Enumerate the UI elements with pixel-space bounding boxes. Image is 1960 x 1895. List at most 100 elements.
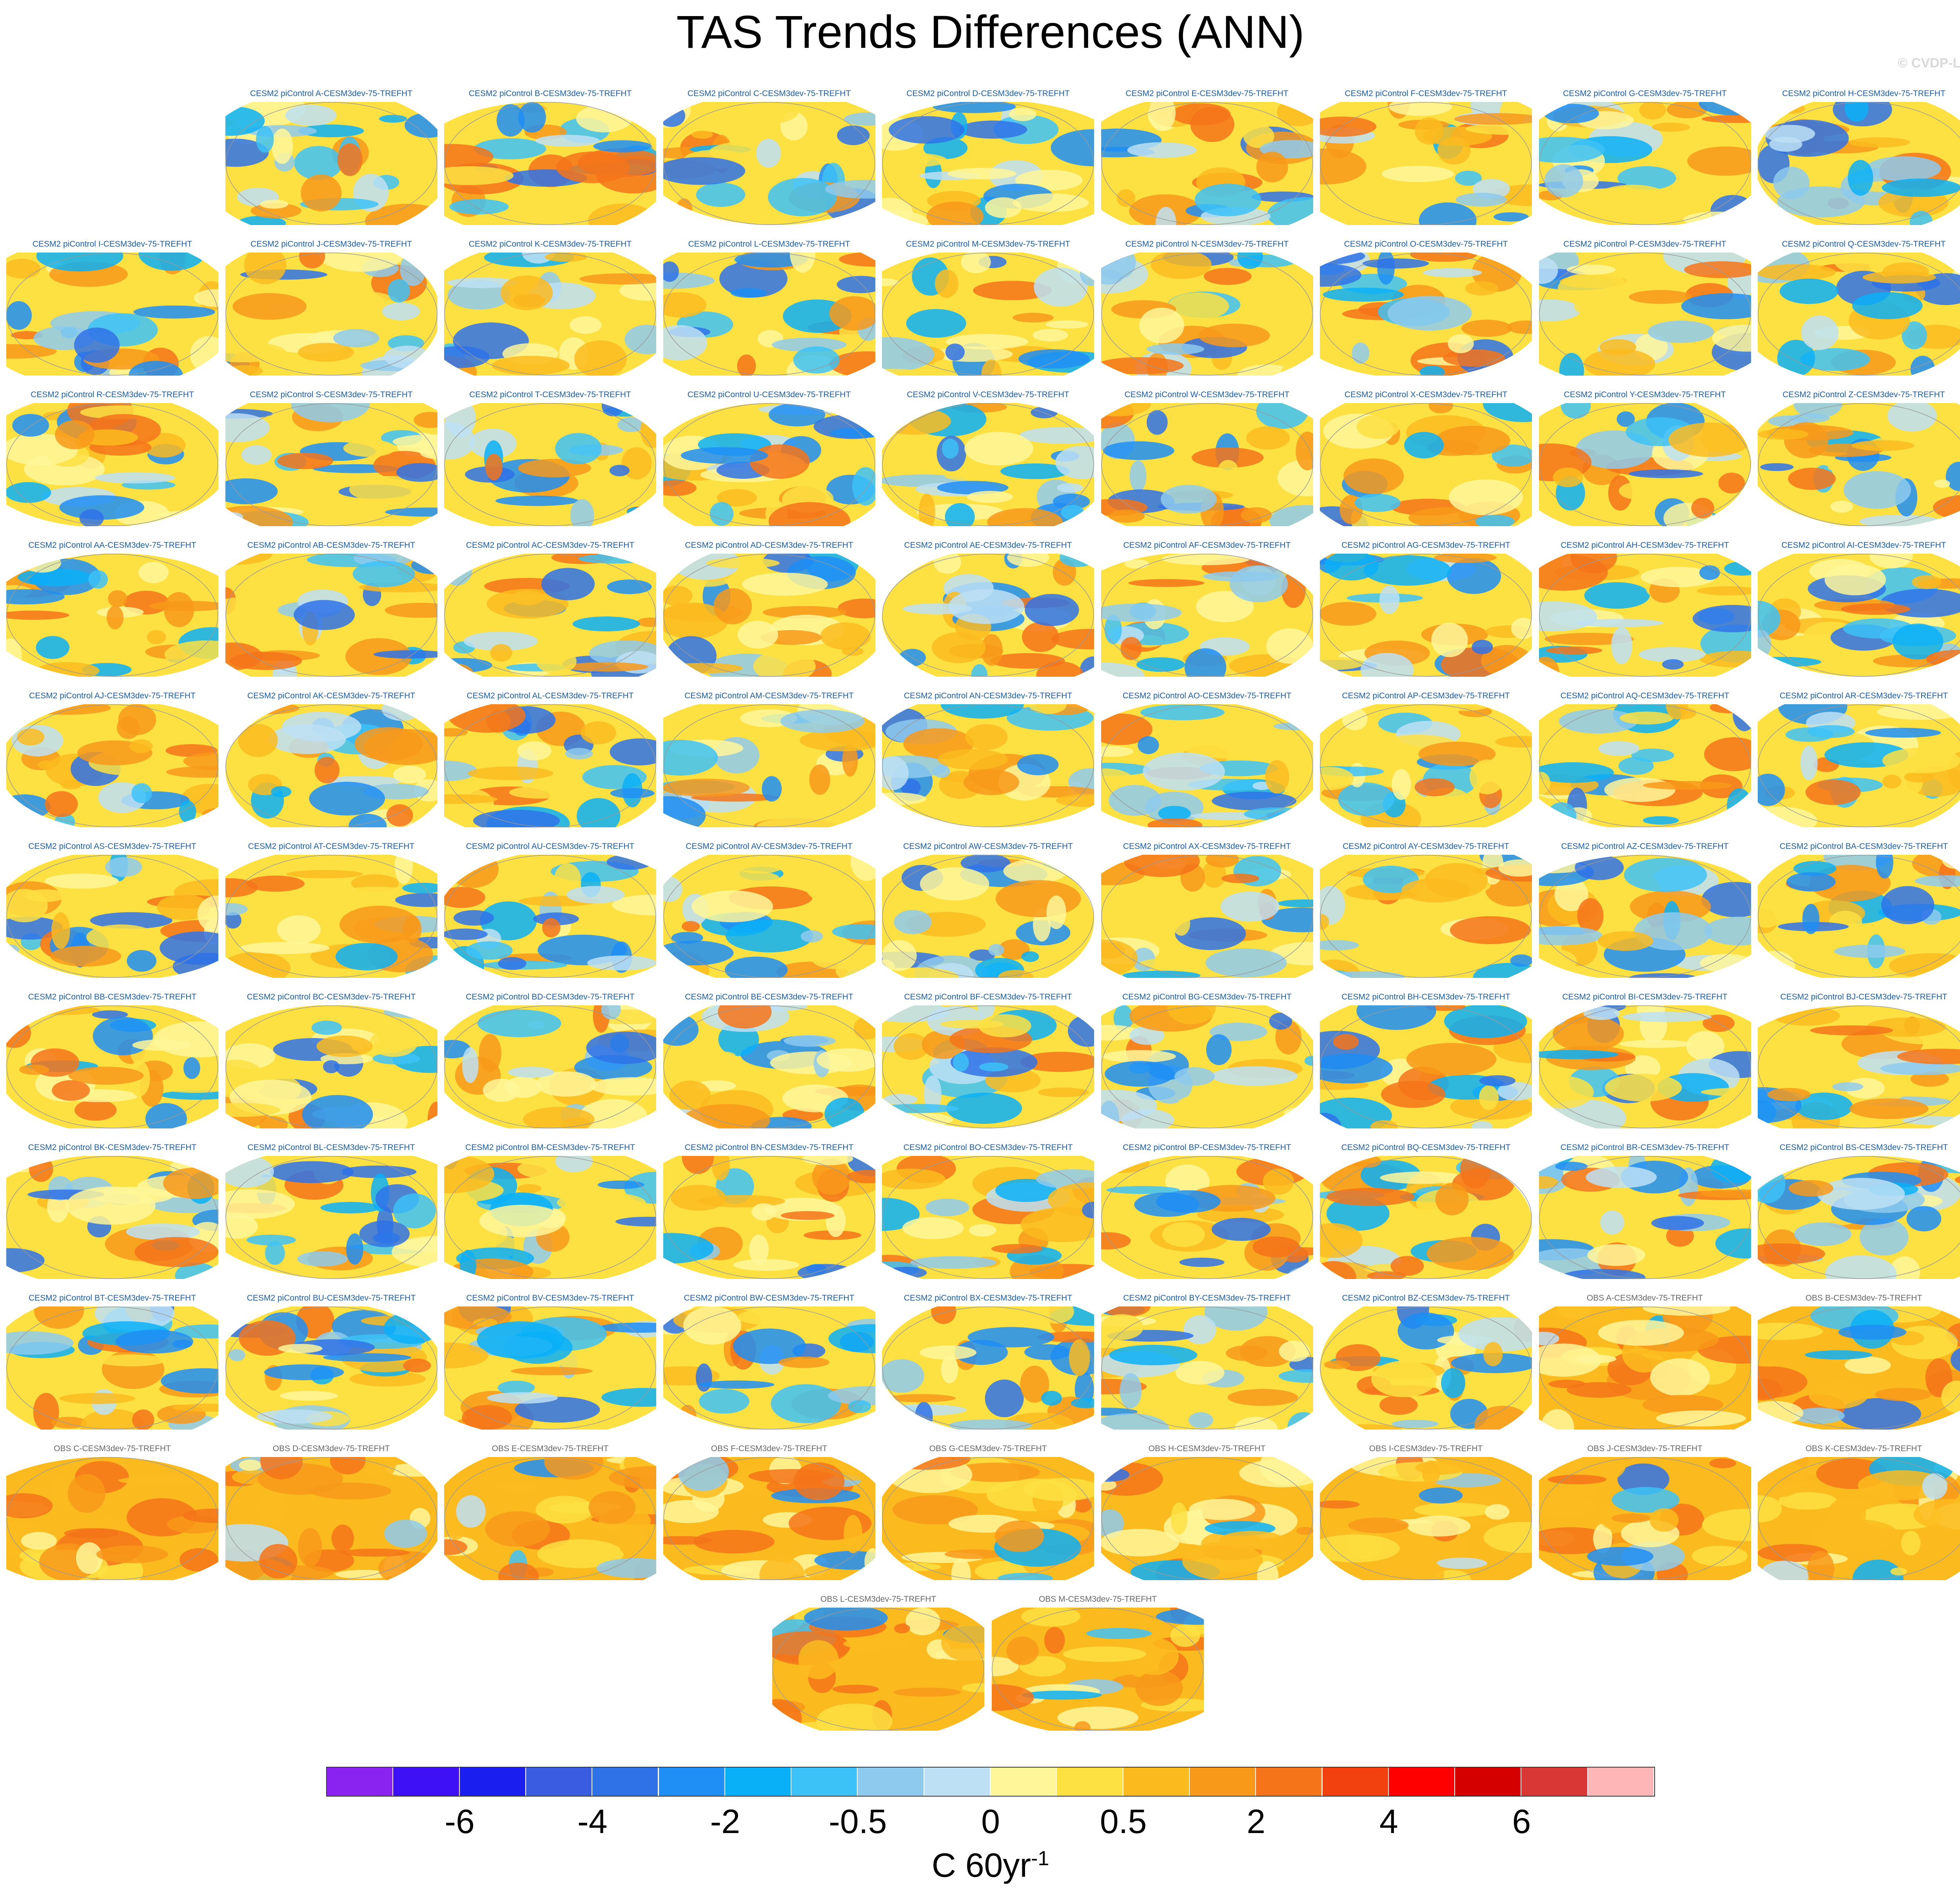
map-panel-title: CESM2 piControl BI-CESM3dev-75-TREFHT — [1562, 992, 1728, 1001]
map-panel-title: OBS E-CESM3dev-75-TREFHT — [492, 1444, 609, 1453]
map-panel-title: CESM2 piControl AR-CESM3dev-75-TREFHT — [1779, 691, 1948, 700]
map-panel-title: CESM2 piControl BD-CESM3dev-75-TREFHT — [466, 992, 635, 1001]
map-panel: CESM2 piControl BW-CESM3dev-75-TREFHT — [662, 1293, 876, 1430]
global-map — [1758, 1457, 1960, 1580]
map-panel-title: CESM2 piControl BS-CESM3dev-75-TREFHT — [1779, 1143, 1948, 1152]
global-map — [6, 1156, 218, 1279]
map-panel-title: CESM2 piControl BB-CESM3dev-75-TREFHT — [28, 992, 197, 1001]
map-panel: CESM2 piControl Z-CESM3dev-75-TREFHT — [1757, 390, 1960, 527]
map-panel: CESM2 piControl Y-CESM3dev-75-TREFHT — [1538, 390, 1752, 527]
map-panel: CESM2 piControl G-CESM3dev-75-TREFHT — [1538, 89, 1752, 226]
global-map — [1101, 403, 1313, 526]
map-panel: CESM2 piControl AD-CESM3dev-75-TREFHT — [662, 540, 876, 678]
global-map — [6, 554, 218, 677]
global-map — [1758, 102, 1960, 225]
map-panel: CESM2 piControl BL-CESM3dev-75-TREFHT — [225, 1143, 438, 1280]
global-map — [1320, 1306, 1532, 1430]
colorbar-tick-label: -6 — [445, 1803, 475, 1840]
map-panel: CESM2 piControl E-CESM3dev-75-TREFHT — [1100, 89, 1314, 226]
map-panel-title: CESM2 piControl N-CESM3dev-75-TREFHT — [1125, 240, 1289, 249]
map-panel-title: CESM2 piControl AG-CESM3dev-75-TREFHT — [1341, 541, 1510, 550]
map-panel-title: OBS B-CESM3dev-75-TREFHT — [1805, 1294, 1922, 1303]
map-panel-title: CESM2 piControl BE-CESM3dev-75-TREFHT — [685, 992, 853, 1001]
map-panel-title: CESM2 piControl W-CESM3dev-75-TREFHT — [1124, 390, 1290, 399]
colorbar-swatch — [791, 1768, 858, 1796]
map-panel: OBS J-CESM3dev-75-TREFHT — [1538, 1444, 1752, 1581]
colorbar-tick-label: -4 — [577, 1803, 608, 1840]
global-map — [1758, 855, 1960, 978]
map-panel-title: CESM2 piControl AN-CESM3dev-75-TREFHT — [904, 691, 1073, 700]
map-panel-title: CESM2 piControl BA-CESM3dev-75-TREFHT — [1779, 842, 1948, 851]
map-panel: CESM2 piControl BG-CESM3dev-75-TREFHT — [1100, 992, 1314, 1129]
map-panel-title: CESM2 piControl BW-CESM3dev-75-TREFHT — [684, 1294, 855, 1303]
map-panel-title: CESM2 piControl U-CESM3dev-75-TREFHT — [687, 390, 851, 399]
map-panel: CESM2 piControl X-CESM3dev-75-TREFHT — [1319, 390, 1533, 527]
global-map — [225, 1005, 437, 1128]
global-map — [444, 253, 656, 376]
map-panel: CESM2 piControl S-CESM3dev-75-TREFHT — [225, 390, 438, 527]
map-panel: CESM2 piControl O-CESM3dev-75-TREFHT — [1319, 239, 1533, 376]
global-map — [1320, 102, 1532, 225]
map-panel: CESM2 piControl A-CESM3dev-75-TREFHT — [225, 89, 438, 226]
map-panel-title: CESM2 piControl BL-CESM3dev-75-TREFHT — [247, 1143, 415, 1152]
map-panel: CESM2 piControl BO-CESM3dev-75-TREFHT — [881, 1143, 1095, 1280]
map-panel: CESM2 piControl BB-CESM3dev-75-TREFHT — [5, 992, 219, 1129]
map-panel-title: CESM2 piControl L-CESM3dev-75-TREFHT — [688, 240, 850, 249]
map-panel-title: CESM2 piControl AY-CESM3dev-75-TREFHT — [1343, 842, 1509, 851]
map-panel-title: OBS H-CESM3dev-75-TREFHT — [1148, 1444, 1266, 1453]
map-panel: OBS H-CESM3dev-75-TREFHT — [1100, 1444, 1314, 1581]
global-map — [1539, 855, 1751, 978]
map-panel: CESM2 piControl AY-CESM3dev-75-TREFHT — [1319, 841, 1533, 979]
map-panel-title: OBS D-CESM3dev-75-TREFHT — [272, 1444, 390, 1453]
global-map — [1101, 102, 1313, 225]
global-map — [882, 554, 1094, 677]
map-panel-title: CESM2 piControl AT-CESM3dev-75-TREFHT — [248, 842, 415, 851]
global-map — [663, 855, 875, 978]
map-panel: CESM2 piControl AM-CESM3dev-75-TREFHT — [662, 691, 876, 828]
map-panel: CESM2 piControl B-CESM3dev-75-TREFHT — [443, 89, 657, 226]
colorbar-swatch — [1189, 1768, 1256, 1796]
map-panel: CESM2 piControl AC-CESM3dev-75-TREFHT — [443, 540, 657, 678]
map-panel-title: CESM2 piControl AA-CESM3dev-75-TREFHT — [28, 541, 196, 550]
global-map — [1758, 554, 1960, 677]
colorbar-swatch — [327, 1768, 394, 1796]
map-panel-title: CESM2 piControl BX-CESM3dev-75-TREFHT — [904, 1294, 1073, 1303]
map-panel: CESM2 piControl N-CESM3dev-75-TREFHT — [1100, 239, 1314, 376]
global-map — [663, 403, 875, 526]
colorbar-swatch — [592, 1768, 659, 1796]
map-panel: OBS E-CESM3dev-75-TREFHT — [443, 1444, 657, 1581]
map-panel-title: CESM2 piControl AB-CESM3dev-75-TREFHT — [247, 541, 416, 550]
global-map — [1101, 554, 1313, 677]
global-map — [1539, 1457, 1751, 1580]
map-panel-title: CESM2 piControl BV-CESM3dev-75-TREFHT — [466, 1294, 634, 1303]
map-panel-title: CESM2 piControl C-CESM3dev-75-TREFHT — [687, 89, 851, 98]
map-panel-title: CESM2 piControl AD-CESM3dev-75-TREFHT — [685, 541, 853, 550]
map-panel: CESM2 piControl BX-CESM3dev-75-TREFHT — [881, 1293, 1095, 1430]
global-map — [1539, 403, 1751, 526]
map-panel-title: CESM2 piControl BU-CESM3dev-75-TREFHT — [247, 1294, 416, 1303]
map-panel-title: OBS L-CESM3dev-75-TREFHT — [820, 1595, 936, 1604]
map-panel: CESM2 piControl AT-CESM3dev-75-TREFHT — [225, 841, 438, 979]
global-map — [444, 554, 656, 677]
map-panel-title: CESM2 piControl BO-CESM3dev-75-TREFHT — [903, 1143, 1073, 1152]
map-panel-title: CESM2 piControl BZ-CESM3dev-75-TREFHT — [1342, 1294, 1510, 1303]
map-panel-title: CESM2 piControl Q-CESM3dev-75-TREFHT — [1782, 240, 1946, 249]
global-map — [225, 1306, 437, 1430]
map-panel: CESM2 piControl D-CESM3dev-75-TREFHT — [881, 89, 1095, 226]
map-panel-title: CESM2 piControl T-CESM3dev-75-TREFHT — [469, 390, 631, 399]
credit-watermark: © CVDP-LE — [1898, 56, 1960, 71]
global-map — [1758, 403, 1960, 526]
map-panel: CESM2 piControl W-CESM3dev-75-TREFHT — [1100, 390, 1314, 527]
map-panel: CESM2 piControl AS-CESM3dev-75-TREFHT — [5, 841, 219, 979]
global-map — [1101, 855, 1313, 978]
map-panel: OBS B-CESM3dev-75-TREFHT — [1757, 1293, 1960, 1430]
colorbar-swatch — [1256, 1768, 1323, 1796]
global-map — [1758, 704, 1960, 827]
global-map — [1320, 253, 1532, 376]
global-map — [1320, 1005, 1532, 1128]
map-panel-title: CESM2 piControl BK-CESM3dev-75-TREFHT — [28, 1143, 197, 1152]
map-panel: CESM2 piControl AX-CESM3dev-75-TREFHT — [1100, 841, 1314, 979]
map-panel-title: CESM2 piControl AF-CESM3dev-75-TREFHT — [1123, 541, 1291, 550]
map-panel: CESM2 piControl AK-CESM3dev-75-TREFHT — [225, 691, 438, 828]
map-panel: CESM2 piControl AO-CESM3dev-75-TREFHT — [1100, 691, 1314, 828]
